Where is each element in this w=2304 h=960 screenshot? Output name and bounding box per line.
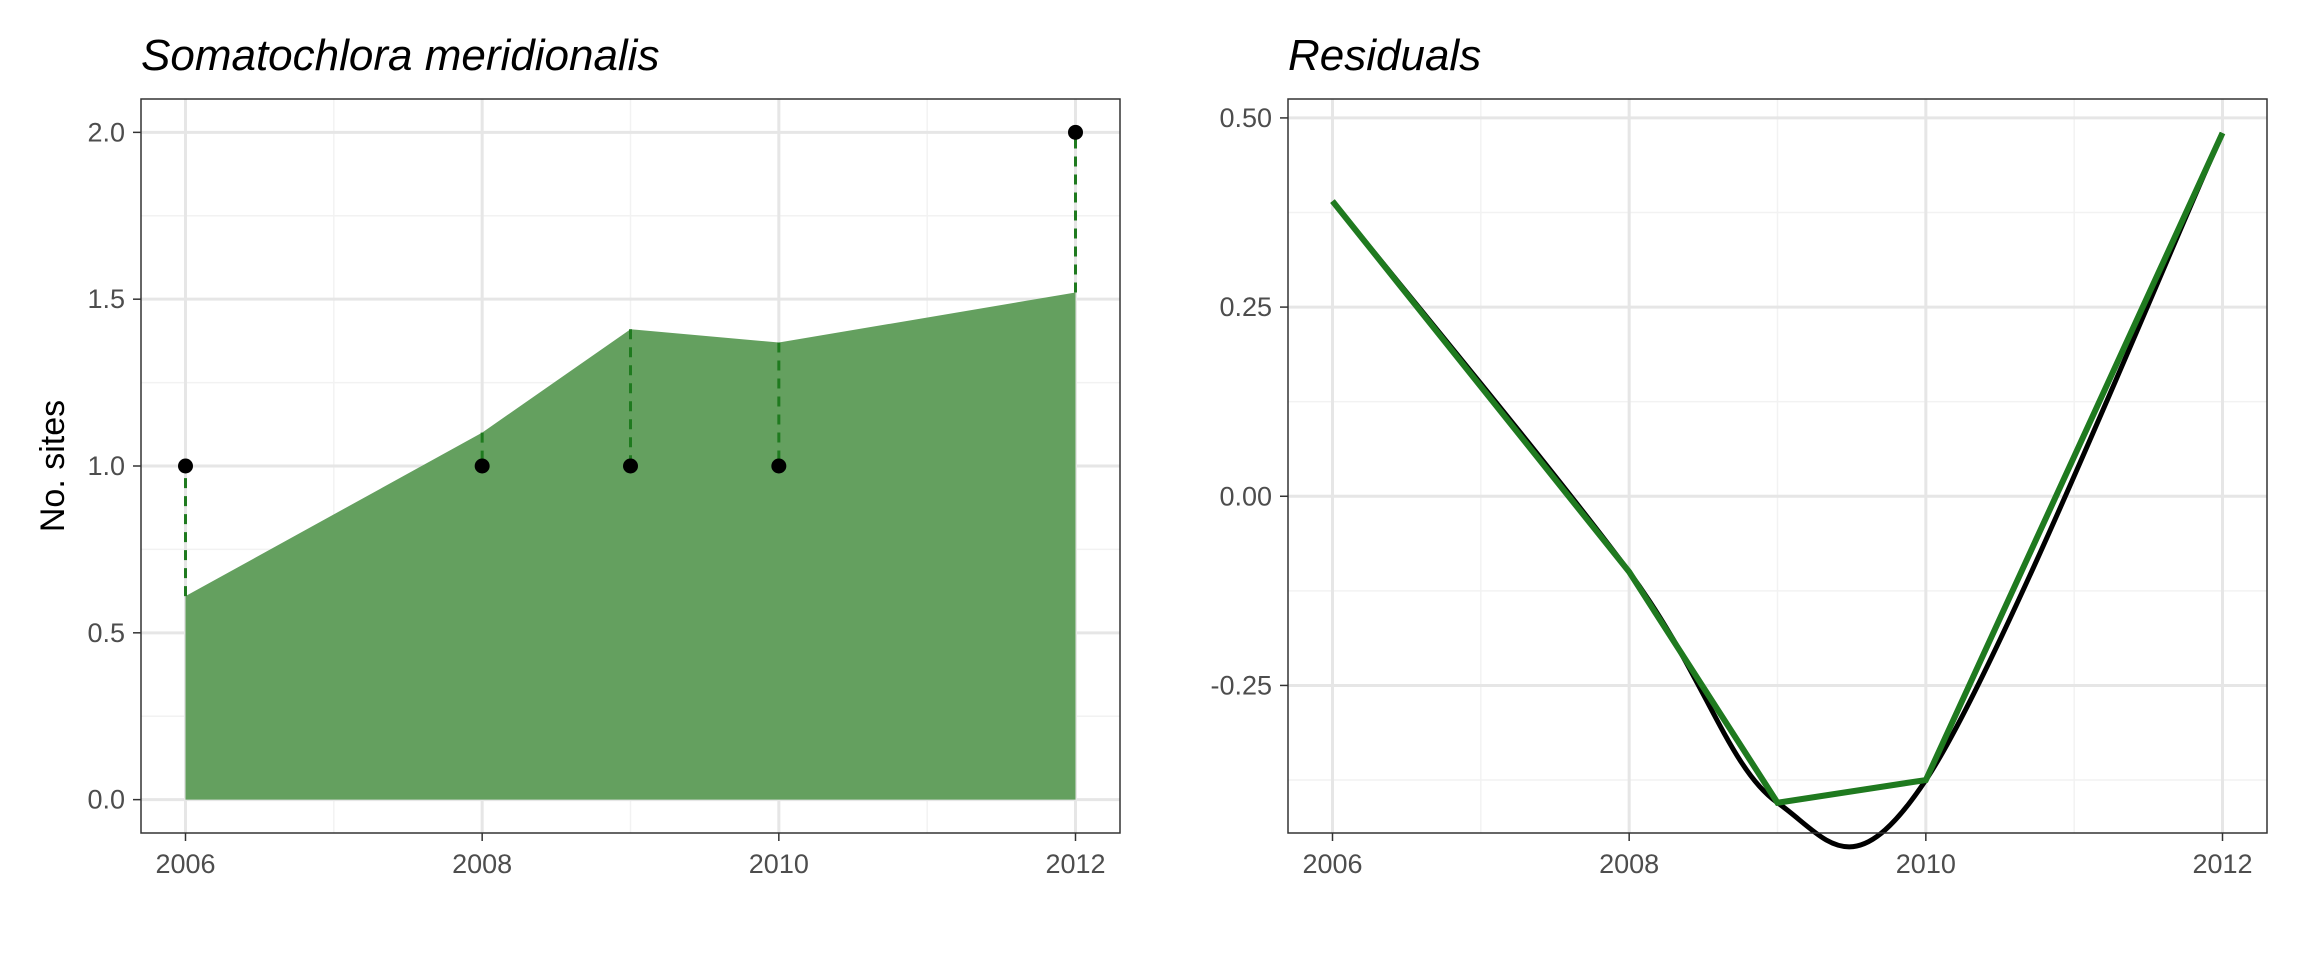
- observed-point: [771, 458, 787, 474]
- left-y-tick-label: 0.0: [87, 785, 125, 815]
- right-y-tick-label: 0.50: [1219, 103, 1272, 133]
- observed-point: [474, 458, 490, 474]
- right-x-tick-label: 2006: [1302, 849, 1362, 879]
- right-y-tick-label: -0.25: [1210, 670, 1272, 700]
- left-y-axis-label: No. sites: [34, 400, 72, 532]
- right-x-tick-label: 2012: [2192, 849, 2252, 879]
- right-chart-panel: Residuals 2006 2008 2010 2012 -0.25 0.00 0.25 0…: [1210, 31, 2268, 879]
- left-x-tick-label: 2008: [452, 849, 512, 879]
- right-x-tick-label: 2010: [1896, 849, 1956, 879]
- observed-point: [178, 458, 193, 474]
- right-panel-border: [1287, 98, 2268, 834]
- left-y-tick-label: 0.5: [87, 618, 125, 648]
- left-x-tick-label: 2012: [1045, 849, 1105, 879]
- left-x-tick-label: 2006: [155, 849, 215, 879]
- observed-point: [623, 458, 638, 474]
- right-y-tick-label: 0.25: [1219, 292, 1272, 322]
- left-chart-title: Somatochlora meridionalis: [141, 31, 659, 80]
- residual-linear-line: [1330, 131, 2226, 806]
- observed-point: [1068, 124, 1083, 140]
- left-y-tick-label: 2.0: [87, 117, 125, 147]
- left-x-tick-label: 2010: [749, 849, 809, 879]
- right-chart-title: Residuals: [1288, 31, 1481, 80]
- right-y-tick-label: 0.00: [1219, 481, 1272, 511]
- fitted-area: [185, 292, 1076, 800]
- left-y-tick-label: 1.5: [87, 284, 125, 314]
- right-x-tick-label: 2008: [1599, 849, 1659, 879]
- left-y-tick-label: 1.0: [87, 451, 125, 481]
- left-chart-panel: Somatochlora meridionalis No. sites 2006…: [34, 31, 1121, 879]
